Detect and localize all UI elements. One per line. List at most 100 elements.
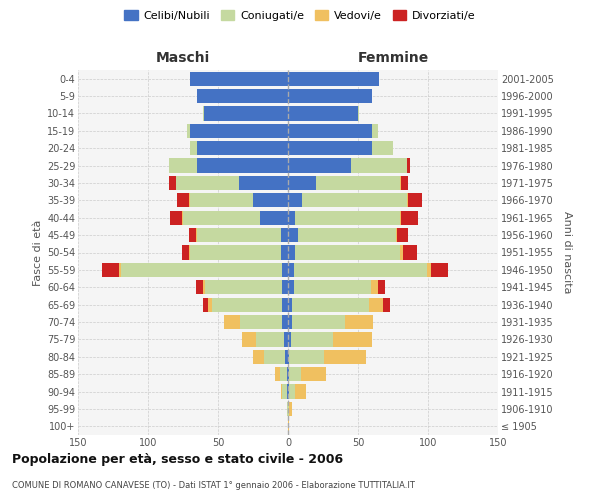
- Bar: [188, 193, 190, 208]
- Bar: [169, 176, 176, 190]
- Bar: [183, 210, 260, 225]
- Bar: [401, 176, 409, 190]
- Bar: [371, 280, 377, 294]
- Bar: [288, 89, 372, 103]
- Bar: [205, 280, 283, 294]
- Bar: [281, 384, 283, 398]
- Bar: [275, 367, 280, 382]
- Bar: [253, 193, 288, 208]
- Bar: [403, 246, 417, 260]
- Bar: [288, 124, 372, 138]
- Bar: [283, 280, 288, 294]
- Bar: [325, 350, 367, 364]
- Y-axis label: Anni di nascita: Anni di nascita: [562, 211, 572, 294]
- Bar: [188, 228, 196, 242]
- Bar: [346, 315, 373, 329]
- Bar: [372, 124, 377, 138]
- Bar: [253, 350, 264, 364]
- Bar: [301, 367, 326, 382]
- Bar: [176, 176, 239, 190]
- Bar: [295, 210, 400, 225]
- Bar: [401, 210, 418, 225]
- Bar: [241, 315, 283, 329]
- Bar: [204, 106, 288, 120]
- Bar: [283, 263, 288, 277]
- Bar: [409, 193, 422, 208]
- Bar: [208, 298, 212, 312]
- Bar: [260, 210, 288, 225]
- Bar: [288, 158, 351, 172]
- Text: Popolazione per età, sesso e stato civile - 2006: Popolazione per età, sesso e stato civil…: [12, 452, 343, 466]
- Bar: [256, 332, 284, 346]
- Bar: [407, 158, 410, 172]
- Bar: [203, 280, 205, 294]
- Bar: [288, 193, 302, 208]
- Bar: [291, 332, 333, 346]
- Bar: [288, 280, 293, 294]
- Bar: [197, 228, 281, 242]
- Bar: [288, 263, 293, 277]
- Bar: [288, 246, 295, 260]
- Bar: [333, 332, 372, 346]
- Bar: [281, 246, 288, 260]
- Legend: Celibi/Nubili, Coniugati/e, Vedovi/e, Divorziati/e: Celibi/Nubili, Coniugati/e, Vedovi/e, Di…: [122, 8, 478, 24]
- Bar: [302, 193, 407, 208]
- Bar: [295, 246, 400, 260]
- Bar: [284, 332, 288, 346]
- Bar: [197, 141, 288, 156]
- Bar: [178, 193, 188, 208]
- Bar: [292, 315, 346, 329]
- Bar: [119, 263, 121, 277]
- Bar: [281, 228, 288, 242]
- Bar: [288, 141, 372, 156]
- Bar: [400, 176, 401, 190]
- Bar: [190, 193, 253, 208]
- Bar: [280, 367, 287, 382]
- Bar: [377, 280, 385, 294]
- Bar: [289, 367, 301, 382]
- Text: COMUNE DI ROMANO CANAVESE (TO) - Dati ISTAT 1° gennaio 2006 - Elaborazione TUTTI: COMUNE DI ROMANO CANAVESE (TO) - Dati IS…: [12, 480, 415, 490]
- Bar: [298, 228, 396, 242]
- Bar: [400, 246, 403, 260]
- Bar: [351, 158, 407, 172]
- Bar: [264, 350, 285, 364]
- Bar: [289, 350, 325, 364]
- Bar: [383, 298, 390, 312]
- Bar: [212, 298, 283, 312]
- Bar: [197, 158, 288, 172]
- Y-axis label: Fasce di età: Fasce di età: [32, 220, 43, 286]
- Bar: [369, 298, 383, 312]
- Bar: [288, 367, 289, 382]
- Bar: [285, 350, 288, 364]
- Text: Femmine: Femmine: [358, 51, 428, 65]
- Bar: [239, 176, 288, 190]
- Bar: [427, 263, 431, 277]
- Bar: [188, 246, 190, 260]
- Bar: [287, 384, 288, 398]
- Bar: [431, 263, 448, 277]
- Bar: [283, 315, 288, 329]
- Bar: [397, 228, 409, 242]
- Bar: [203, 106, 204, 120]
- Bar: [190, 246, 281, 260]
- Bar: [170, 210, 182, 225]
- Bar: [288, 350, 289, 364]
- Bar: [288, 315, 292, 329]
- Bar: [224, 315, 241, 329]
- Bar: [102, 263, 119, 277]
- Bar: [400, 210, 401, 225]
- Bar: [169, 158, 197, 172]
- Bar: [289, 402, 292, 416]
- Bar: [190, 72, 288, 86]
- Bar: [203, 298, 208, 312]
- Bar: [288, 419, 289, 434]
- Bar: [182, 210, 183, 225]
- Bar: [288, 106, 358, 120]
- Text: Maschi: Maschi: [156, 51, 210, 65]
- Bar: [407, 193, 409, 208]
- Bar: [288, 332, 291, 346]
- Bar: [121, 263, 283, 277]
- Bar: [190, 141, 197, 156]
- Bar: [187, 124, 190, 138]
- Bar: [197, 89, 288, 103]
